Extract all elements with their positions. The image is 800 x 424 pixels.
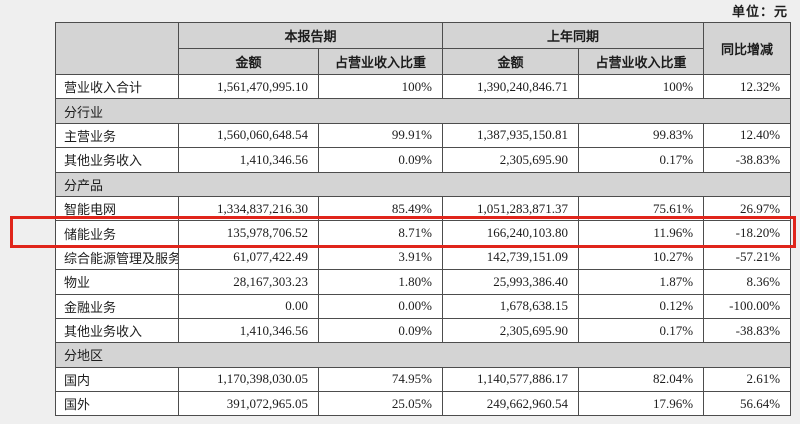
cell-prior-amount: 249,662,960.54 xyxy=(442,391,580,417)
row-label: 物业 xyxy=(55,269,179,295)
cell-yoy: -38.83% xyxy=(703,147,792,173)
section-row-by-industry: 分行业 xyxy=(54,98,792,124)
cell-current-amount: 135,978,706.52 xyxy=(178,220,319,246)
table-row-energy-storage: 储能业务 135,978,706.52 8.71% 166,240,103.80… xyxy=(55,220,792,246)
cell-current-pct: 99.91% xyxy=(317,122,444,149)
cell-current-pct: 74.95% xyxy=(317,366,444,393)
cell-current-amount: 1,170,398,030.05 xyxy=(178,366,319,393)
cell-prior-amount: 1,051,283,871.37 xyxy=(442,195,580,222)
cell-current-pct: 3.91% xyxy=(317,244,444,271)
section-row-by-product: 分产品 xyxy=(54,171,792,197)
table-row-overseas: 国外 391,072,965.05 25.05% 249,662,960.54 … xyxy=(55,391,792,417)
header-current-pct: 占营业收入比重 xyxy=(317,48,444,75)
cell-yoy: -18.20% xyxy=(703,220,792,246)
cell-prior-amount: 1,387,935,150.81 xyxy=(442,122,580,149)
table-row-other-revenue-industry: 其他业务收入 1,410,346.56 0.09% 2,305,695.90 0… xyxy=(55,147,792,173)
cell-current-amount: 1,334,837,216.30 xyxy=(178,195,319,222)
cell-current-amount: 1,561,470,995.10 xyxy=(178,73,319,100)
cell-current-amount: 1,410,346.56 xyxy=(178,317,319,344)
cell-prior-pct: 99.83% xyxy=(578,122,705,149)
section-label: 分行业 xyxy=(54,98,792,124)
row-label: 主营业务 xyxy=(55,122,179,149)
table-row-smart-grid: 智能电网 1,334,837,216.30 85.49% 1,051,283,8… xyxy=(55,195,792,222)
cell-prior-amount: 142,739,151.09 xyxy=(442,244,580,271)
header-prior-amount: 金额 xyxy=(442,48,580,75)
row-label: 国内 xyxy=(55,366,179,393)
table-row-integrated-energy-services: 综合能源管理及服务 61,077,422.49 3.91% 142,739,15… xyxy=(55,244,792,271)
header-current-period: 本报告期 xyxy=(177,22,444,49)
header-prior-pct: 占营业收入比重 xyxy=(578,48,705,75)
cell-current-amount: 28,167,303.23 xyxy=(178,269,319,295)
cell-prior-pct: 0.17% xyxy=(578,147,705,173)
cell-current-pct: 0.00% xyxy=(317,293,444,319)
table-row-financial-business: 金融业务 0.00 0.00% 1,678,638.15 0.12% -100.… xyxy=(55,293,792,319)
table-row-other-revenue-product: 其他业务收入 1,410,346.56 0.09% 2,305,695.90 0… xyxy=(55,317,792,344)
row-label: 其他业务收入 xyxy=(55,317,179,344)
unit-label: 单位：元 xyxy=(731,4,788,19)
table-row-domestic: 国内 1,170,398,030.05 74.95% 1,140,577,886… xyxy=(55,366,792,393)
cell-current-amount: 391,072,965.05 xyxy=(178,391,319,417)
cell-current-pct: 0.09% xyxy=(317,147,444,173)
cell-prior-pct: 75.61% xyxy=(578,195,705,222)
cell-prior-pct: 10.27% xyxy=(578,244,705,271)
header-empty-cell xyxy=(55,22,179,75)
cell-yoy: -100.00% xyxy=(703,293,792,319)
table-row-property: 物业 28,167,303.23 1.80% 25,993,386.40 1.8… xyxy=(55,269,792,295)
cell-current-amount: 61,077,422.49 xyxy=(178,244,319,271)
cell-yoy: 2.61% xyxy=(703,366,792,393)
table-row-main-business: 主营业务 1,560,060,648.54 99.91% 1,387,935,1… xyxy=(55,122,792,149)
row-label: 国外 xyxy=(55,391,179,417)
section-row-by-region: 分地区 xyxy=(54,342,792,368)
section-label: 分产品 xyxy=(54,171,792,197)
cell-prior-pct: 0.17% xyxy=(578,317,705,344)
cell-prior-pct: 11.96% xyxy=(578,220,705,246)
cell-yoy: 8.36% xyxy=(703,269,792,295)
cell-current-pct: 1.80% xyxy=(317,269,444,295)
cell-current-pct: 25.05% xyxy=(317,391,444,417)
cell-prior-amount: 1,678,638.15 xyxy=(442,293,580,319)
row-label: 其他业务收入 xyxy=(55,147,179,173)
row-label: 智能电网 xyxy=(55,195,179,222)
cell-yoy: 56.64% xyxy=(703,391,792,417)
row-label: 储能业务 xyxy=(55,220,179,246)
cell-current-pct: 0.09% xyxy=(317,317,444,344)
cell-yoy: 12.32% xyxy=(703,73,792,100)
cell-current-amount: 0.00 xyxy=(178,293,319,319)
cell-prior-amount: 166,240,103.80 xyxy=(442,220,580,246)
cell-prior-amount: 1,390,240,846.71 xyxy=(442,73,580,100)
cell-current-amount: 1,410,346.56 xyxy=(178,147,319,173)
cell-prior-pct: 82.04% xyxy=(578,366,705,393)
cell-current-pct: 85.49% xyxy=(317,195,444,222)
header-row-periods: 本报告期 上年同期 同比增减 xyxy=(55,22,792,75)
cell-yoy: -38.83% xyxy=(703,317,792,344)
header-yoy-change: 同比增减 xyxy=(703,22,792,75)
revenue-breakdown-table: 本报告期 上年同期 同比增减 金额 占营业收入比重 金额 占营业收入比重 营业收… xyxy=(54,22,792,417)
cell-prior-pct: 100% xyxy=(578,73,705,100)
cell-current-pct: 8.71% xyxy=(317,220,444,246)
row-label: 营业收入合计 xyxy=(55,73,179,100)
cell-yoy: 26.97% xyxy=(703,195,792,222)
row-label: 综合能源管理及服务 xyxy=(55,244,179,271)
cell-yoy: -57.21% xyxy=(703,244,792,271)
cell-current-pct: 100% xyxy=(317,73,444,100)
header-current-amount: 金额 xyxy=(178,48,319,75)
cell-prior-amount: 25,993,386.40 xyxy=(442,269,580,295)
cell-prior-pct: 0.12% xyxy=(578,293,705,319)
cell-prior-amount: 2,305,695.90 xyxy=(442,147,580,173)
cell-prior-amount: 1,140,577,886.17 xyxy=(442,366,580,393)
row-label: 金融业务 xyxy=(55,293,179,319)
table-row-total-revenue: 营业收入合计 1,561,470,995.10 100% 1,390,240,8… xyxy=(55,73,792,100)
cell-current-amount: 1,560,060,648.54 xyxy=(178,122,319,149)
cell-prior-pct: 1.87% xyxy=(578,269,705,295)
header-row-measures: 金额 占营业收入比重 金额 占营业收入比重 xyxy=(56,48,791,75)
section-label: 分地区 xyxy=(54,342,792,368)
header-prior-period: 上年同期 xyxy=(442,22,705,49)
cell-prior-amount: 2,305,695.90 xyxy=(442,317,580,344)
cell-yoy: 12.40% xyxy=(703,122,792,149)
cell-prior-pct: 17.96% xyxy=(578,391,705,417)
